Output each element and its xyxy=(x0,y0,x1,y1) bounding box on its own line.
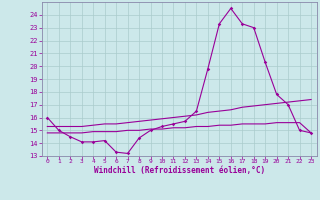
X-axis label: Windchill (Refroidissement éolien,°C): Windchill (Refroidissement éolien,°C) xyxy=(94,166,265,175)
